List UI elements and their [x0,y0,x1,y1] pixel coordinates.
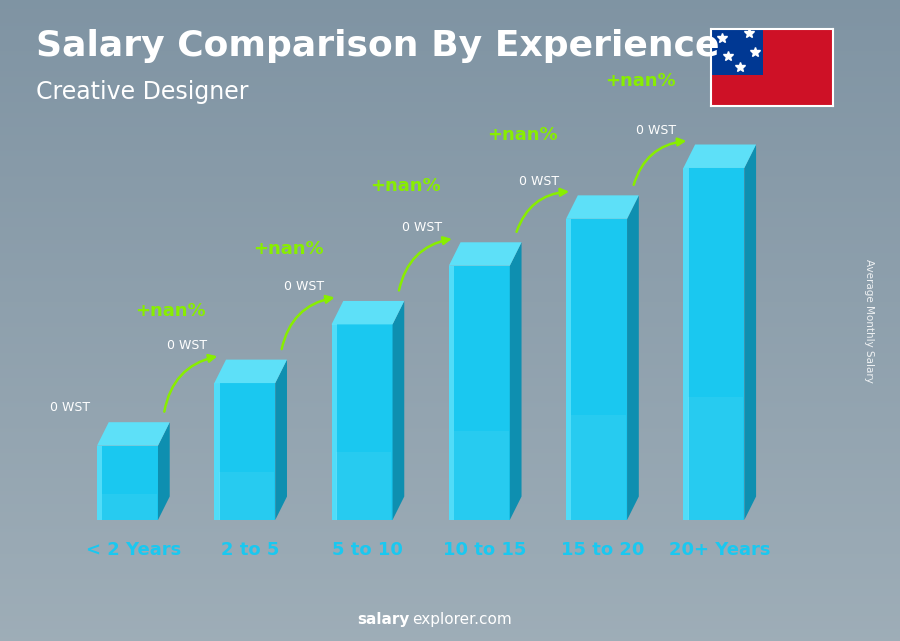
Polygon shape [102,494,157,520]
Polygon shape [97,445,103,520]
Polygon shape [449,266,509,520]
Polygon shape [571,415,626,520]
Polygon shape [214,383,275,520]
Text: 15 to 20: 15 to 20 [561,542,644,560]
Text: 0 WST: 0 WST [167,339,207,352]
Text: explorer.com: explorer.com [412,612,512,627]
Text: salary: salary [357,612,410,627]
Polygon shape [683,168,688,520]
Polygon shape [454,431,508,520]
Polygon shape [566,196,639,219]
Polygon shape [214,383,220,520]
Polygon shape [97,422,170,445]
Text: < 2 Years: < 2 Years [86,542,181,560]
Polygon shape [711,29,762,75]
Polygon shape [449,242,521,266]
Polygon shape [331,301,404,324]
Polygon shape [219,472,274,520]
Text: 2 to 5: 2 to 5 [221,542,280,560]
Polygon shape [683,144,756,168]
Polygon shape [275,360,287,520]
Text: 10 to 15: 10 to 15 [444,542,526,560]
Text: Average Monthly Salary: Average Monthly Salary [863,258,874,383]
Text: 5 to 10: 5 to 10 [332,542,403,560]
Text: +nan%: +nan% [605,72,675,90]
Text: 20+ Years: 20+ Years [669,542,770,560]
Text: 0 WST: 0 WST [284,280,325,293]
Text: 0 WST: 0 WST [519,174,559,188]
Polygon shape [566,219,627,520]
Polygon shape [337,451,392,520]
Polygon shape [392,301,404,520]
Text: 0 WST: 0 WST [50,401,90,414]
Polygon shape [331,324,337,520]
Text: Salary Comparison By Experience: Salary Comparison By Experience [36,29,719,63]
Text: +nan%: +nan% [136,303,206,320]
Polygon shape [683,168,744,520]
Polygon shape [688,397,743,520]
Polygon shape [214,360,287,383]
Text: Creative Designer: Creative Designer [36,80,248,104]
Polygon shape [158,422,170,520]
Polygon shape [331,324,392,520]
Polygon shape [449,266,454,520]
Polygon shape [627,196,639,520]
Text: +nan%: +nan% [253,240,323,258]
Text: +nan%: +nan% [488,126,558,144]
Polygon shape [97,445,158,520]
Text: 0 WST: 0 WST [401,221,442,235]
Text: 0 WST: 0 WST [636,124,676,137]
Polygon shape [509,242,521,520]
Text: +nan%: +nan% [370,178,441,196]
Polygon shape [566,219,572,520]
Polygon shape [744,144,756,520]
